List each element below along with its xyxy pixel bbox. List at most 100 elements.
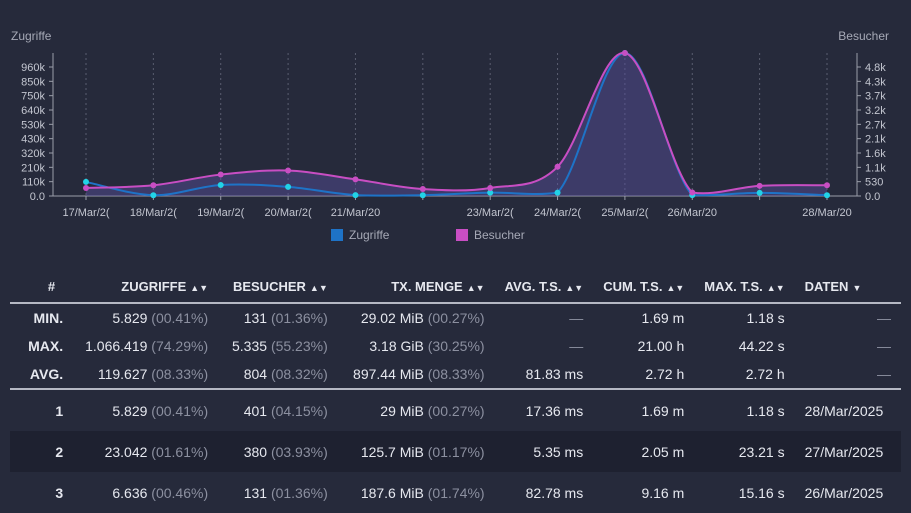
tx-value: 187.6 MiB bbox=[360, 484, 424, 501]
hits-percent: (74.29%) bbox=[151, 338, 209, 354]
hits-point bbox=[824, 192, 830, 199]
avg-ts-cell: 82.78 ms bbox=[495, 472, 594, 513]
left-axis-title: Zugriffe bbox=[11, 29, 52, 43]
visitors-point bbox=[487, 184, 494, 191]
visitors-point bbox=[554, 163, 561, 170]
date-value: — bbox=[877, 310, 891, 326]
daily-stats-table: # ZUGRIFFE ▲▼ BESUCHER ▲▼ TX. MENGE ▲▼ AVG.… bbox=[10, 270, 901, 513]
date-cell: 27/Mar/2025 bbox=[794, 431, 901, 472]
max-ts-cell: 44.22 s bbox=[694, 332, 794, 360]
right-tick-label: 2.1k bbox=[865, 134, 886, 146]
sort-both-icon: ▲▼ bbox=[309, 282, 328, 293]
row-number: 2 bbox=[55, 443, 64, 460]
stat-row: MAX. 1.066.419 (74.29%) 5.335 (55.23%) 3.18… bbox=[10, 332, 901, 360]
max-ts-value: 1.18 s bbox=[746, 402, 785, 419]
hits-line bbox=[85, 51, 828, 197]
cum-ts-value: 21.00 h bbox=[637, 338, 685, 354]
hits-cell: 6.636 (00.46%) bbox=[75, 472, 218, 513]
visitors-percent: (01.36%) bbox=[270, 310, 328, 326]
col-header-tx-amount[interactable]: TX. MENGE ▲▼ bbox=[337, 270, 495, 304]
tx-percent: (30.25%) bbox=[427, 338, 485, 354]
visitors-value: 380 bbox=[243, 443, 268, 460]
col-header-hits[interactable]: ZUGRIFFE ▲▼ bbox=[75, 270, 219, 304]
avg-ts-cell: — bbox=[495, 332, 594, 360]
col-header-date[interactable]: DATEN ▼ bbox=[794, 270, 901, 304]
table-row[interactable]: 3 6.636 (00.46%) 131 (01.36%) 187.6 MiB (01… bbox=[10, 472, 901, 513]
visitors-value: 131 bbox=[243, 484, 268, 501]
hits-point bbox=[419, 192, 426, 199]
right-tick-label: 530 bbox=[865, 177, 883, 189]
hits-percent: (00.41%) bbox=[151, 310, 209, 326]
visitors-percent: (03.93%) bbox=[270, 443, 328, 460]
avg-ts-value: 17.36 ms bbox=[525, 402, 584, 419]
right-tick-label: 2.7k bbox=[865, 119, 886, 131]
stat-row: AVG. 119.627 (08.33%) 804 (08.32%) 897.44 M… bbox=[10, 360, 901, 390]
tx-percent: (08.33%) bbox=[427, 366, 485, 382]
hits-point bbox=[285, 183, 292, 190]
date-cell: — bbox=[794, 360, 901, 390]
avg-ts-value: 82.78 ms bbox=[525, 484, 584, 501]
max-ts-cell: 1.18 s bbox=[694, 389, 794, 431]
max-ts-value: 44.22 s bbox=[738, 338, 785, 354]
stat-label: AVG. bbox=[10, 360, 76, 390]
date-value: — bbox=[877, 366, 891, 382]
legend-item-hits[interactable]: Zugriffe bbox=[331, 228, 389, 242]
visitors-cell: 131 (01.36%) bbox=[218, 472, 338, 513]
tx-value: 3.18 GiB bbox=[369, 338, 424, 354]
x-tick-label: 23/Mar/2( bbox=[467, 207, 514, 219]
row-number-cell: 1 bbox=[10, 389, 75, 431]
visitors-point bbox=[217, 171, 224, 178]
stat-label-text: MIN. bbox=[33, 310, 64, 326]
x-tick-label: 21/Mar/20 bbox=[331, 207, 381, 219]
avg-ts-value: — bbox=[569, 310, 584, 326]
col-header-max-ts[interactable]: MAX. T.S. ▲▼ bbox=[694, 270, 795, 304]
col-header-avg-ts[interactable]: AVG. T.S. ▲▼ bbox=[494, 270, 594, 304]
cum-ts-value: 1.69 m bbox=[641, 402, 685, 419]
col-header-visitors[interactable]: BESUCHER ▲▼ bbox=[218, 270, 338, 304]
date-value: 27/Mar/2025 bbox=[804, 443, 884, 460]
hits-point bbox=[83, 178, 89, 185]
tx-cell: 29 MiB (00.27%) bbox=[338, 389, 495, 431]
tx-cell: 125.7 MiB (01.17%) bbox=[337, 431, 495, 472]
visitors-percent: (01.36%) bbox=[270, 484, 328, 501]
hits-cell: 119.627 (08.33%) bbox=[75, 360, 219, 390]
visitors-point bbox=[621, 50, 628, 56]
col-header-max-label: MAX. T.S. bbox=[704, 278, 763, 294]
tx-value: 29.02 MiB bbox=[360, 310, 424, 326]
cum-ts-cell: 1.69 m bbox=[593, 303, 694, 332]
date-value: 28/Mar/2025 bbox=[804, 402, 884, 419]
hits-value: 6.636 bbox=[112, 484, 148, 501]
sort-both-icon: ▲▼ bbox=[565, 282, 584, 293]
col-header-number: # bbox=[10, 270, 76, 304]
chart-legend: Zugriffe Besucher bbox=[0, 228, 911, 244]
legend-label-visitors: Besucher bbox=[474, 228, 525, 242]
cum-ts-value: 9.16 m bbox=[641, 484, 685, 501]
hits-point bbox=[150, 192, 157, 199]
col-header-cum-ts[interactable]: CUM. T.S. ▲▼ bbox=[593, 270, 695, 304]
visitors-cell: 804 (08.32%) bbox=[218, 360, 338, 390]
left-tick-label: 430k bbox=[21, 134, 45, 146]
cum-ts-value: 2.72 h bbox=[645, 366, 685, 382]
legend-item-visitors[interactable]: Besucher bbox=[456, 228, 525, 242]
visitors-value: 401 bbox=[243, 402, 268, 419]
left-tick-label: 320k bbox=[21, 148, 45, 160]
x-tick-label: 17/Mar/2( bbox=[62, 207, 109, 219]
tx-percent: (01.74%) bbox=[427, 484, 485, 501]
x-tick-label: 19/Mar/2( bbox=[197, 207, 244, 219]
date-cell: 28/Mar/2025 bbox=[795, 389, 901, 431]
table-row[interactable]: 2 23.042 (01.61%) 380 (03.93%) 125.7 MiB (0… bbox=[10, 431, 901, 472]
avg-ts-value: 5.35 ms bbox=[533, 443, 584, 460]
legend-swatch-visitors bbox=[456, 229, 468, 241]
table-row[interactable]: 1 5.829 (00.41%) 401 (04.15%) 29 MiB (00.27… bbox=[10, 389, 901, 431]
x-tick-label: 26/Mar/20 bbox=[668, 207, 718, 219]
date-cell: — bbox=[795, 332, 901, 360]
col-header-hits-label: ZUGRIFFE bbox=[121, 278, 187, 294]
tx-cell: 29.02 MiB (00.27%) bbox=[338, 303, 495, 332]
row-number: 3 bbox=[55, 484, 64, 501]
sort-both-icon: ▲▼ bbox=[466, 282, 485, 293]
right-tick-label: 3.2k bbox=[865, 105, 886, 117]
avg-ts-value: — bbox=[569, 338, 584, 354]
sort-both-icon: ▲▼ bbox=[766, 282, 785, 293]
x-tick-label: 20/Mar/2( bbox=[265, 207, 312, 219]
tx-cell: 3.18 GiB (30.25%) bbox=[338, 332, 495, 360]
